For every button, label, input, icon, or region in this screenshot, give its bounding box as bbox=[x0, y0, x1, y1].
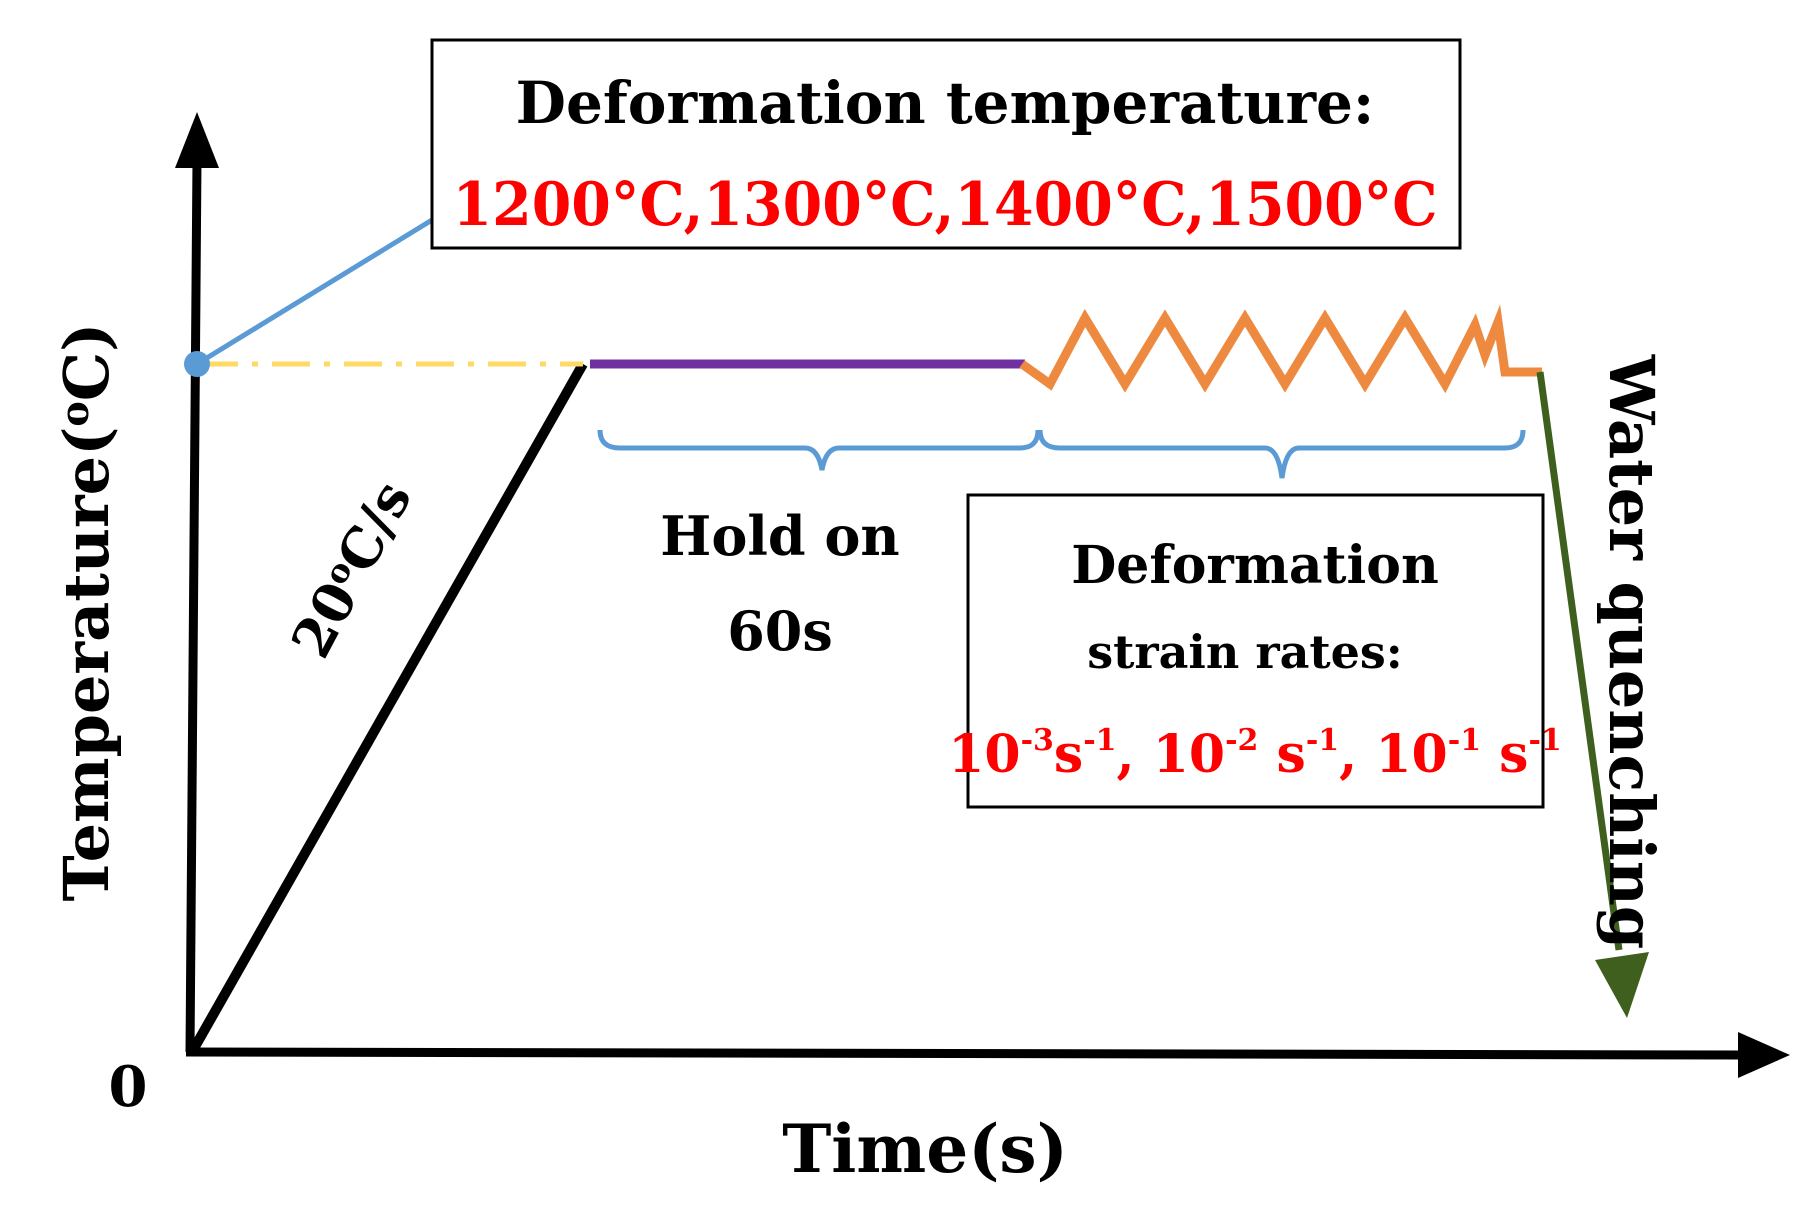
deformation-temperature-values: 1200°C,1300°C,1400°C,1500°C bbox=[453, 170, 1438, 240]
strain-rate-2-base: 10 bbox=[1153, 724, 1225, 785]
y-axis-arrowhead bbox=[175, 112, 219, 168]
strain-rate-3-unit-exp: -1 bbox=[1528, 723, 1561, 758]
strain-rate-3-unit: s bbox=[1481, 724, 1528, 785]
strain-rate-3-base: 10 bbox=[1375, 724, 1447, 785]
quench-line bbox=[1536, 371, 1623, 951]
x-axis-label: Time(s) bbox=[782, 1110, 1068, 1188]
strain-rate-2-unit: s bbox=[1258, 724, 1305, 785]
strain-rate-2-unit-exp: -1 bbox=[1306, 723, 1339, 758]
strain-rate-sep-2: , bbox=[1339, 724, 1375, 785]
strain-rates-label-line1: Deformation bbox=[1071, 535, 1439, 596]
y-axis bbox=[185, 159, 202, 1053]
y-axis-unit-text: C) bbox=[50, 323, 123, 402]
strain-rate-2-exp: -2 bbox=[1225, 723, 1258, 758]
strain-rate-1-base: 10 bbox=[948, 724, 1020, 785]
hold-label-line1: Hold on bbox=[660, 504, 899, 568]
strain-rates-values: 10-3s-1, 10-2 s-1, 10-1 s-1 bbox=[948, 723, 1562, 785]
heating-ramp-line bbox=[187, 361, 588, 1055]
deformation-temperature-box bbox=[430, 38, 1462, 250]
x-axis-arrowhead bbox=[1738, 1032, 1790, 1078]
y-axis-label-text: Temperature( bbox=[50, 427, 123, 902]
deformation-temperature-marker bbox=[184, 351, 210, 377]
strain-rate-1-unit: s bbox=[1054, 724, 1083, 785]
y-axis-label: Temperature(oC) bbox=[50, 323, 123, 902]
strain-rate-1-unit-exp: -1 bbox=[1083, 723, 1116, 758]
strain-rate-3-exp: -1 bbox=[1448, 723, 1481, 758]
hold-brace bbox=[597, 429, 1041, 471]
origin-label: 0 bbox=[109, 1054, 148, 1120]
strain-rates-box bbox=[966, 493, 1545, 809]
strain-rate-sep-1: , bbox=[1117, 724, 1153, 785]
strain-rate-1-exp: -3 bbox=[1021, 723, 1054, 758]
heating-rate-value: 20 bbox=[278, 571, 370, 667]
hold-label-line2: 60s bbox=[727, 599, 833, 663]
water-quenching-label: Water quenching bbox=[1595, 354, 1668, 950]
x-axis bbox=[185, 1047, 1746, 1060]
deformation-zigzag-line bbox=[1019, 304, 1542, 394]
strain-rates-label-line2: strain rates: bbox=[1087, 625, 1403, 679]
y-axis-unit-degree: o bbox=[52, 401, 97, 426]
deformation-brace bbox=[1037, 429, 1526, 479]
leader-line bbox=[195, 217, 434, 367]
quench-arrowhead bbox=[1595, 952, 1649, 1018]
deformation-temperature-label: Deformation temperature: bbox=[516, 69, 1375, 137]
heating-rate-label: 20oC/s bbox=[278, 470, 424, 667]
